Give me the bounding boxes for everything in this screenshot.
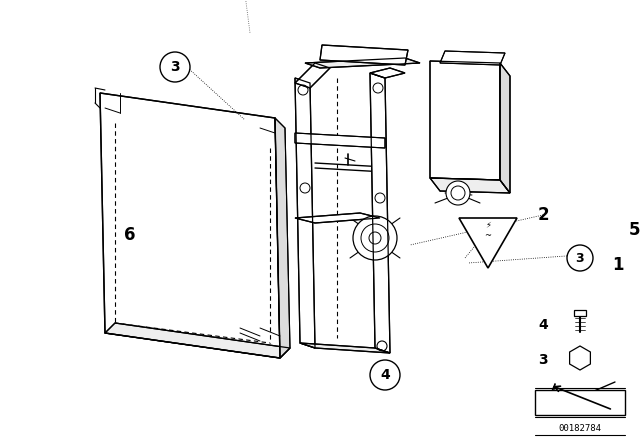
- Polygon shape: [275, 118, 290, 358]
- Text: 3: 3: [576, 251, 584, 264]
- Polygon shape: [570, 346, 590, 370]
- Circle shape: [370, 360, 400, 390]
- Text: 3: 3: [170, 60, 180, 74]
- Polygon shape: [305, 58, 420, 68]
- Text: 4: 4: [538, 318, 548, 332]
- Polygon shape: [535, 390, 625, 415]
- Polygon shape: [320, 45, 408, 65]
- Polygon shape: [574, 310, 586, 316]
- Text: 2: 2: [537, 206, 549, 224]
- Polygon shape: [370, 68, 405, 78]
- Polygon shape: [370, 73, 390, 353]
- Polygon shape: [459, 218, 517, 268]
- Polygon shape: [105, 323, 290, 358]
- Polygon shape: [295, 213, 380, 223]
- Polygon shape: [300, 343, 390, 353]
- Text: 6: 6: [124, 226, 136, 244]
- Text: 1: 1: [612, 256, 624, 274]
- Polygon shape: [440, 51, 505, 65]
- Text: 4: 4: [380, 368, 390, 382]
- Text: 3: 3: [538, 353, 548, 367]
- Polygon shape: [295, 133, 385, 148]
- Polygon shape: [100, 93, 280, 358]
- Text: 5: 5: [629, 221, 640, 239]
- Polygon shape: [430, 61, 500, 180]
- Circle shape: [446, 181, 470, 205]
- Text: 00182784: 00182784: [559, 423, 602, 432]
- Polygon shape: [295, 63, 330, 88]
- Polygon shape: [500, 63, 510, 193]
- Polygon shape: [430, 178, 510, 193]
- Polygon shape: [295, 78, 315, 348]
- Circle shape: [567, 245, 593, 271]
- Circle shape: [160, 52, 190, 82]
- Circle shape: [353, 216, 397, 260]
- Text: ⚡
~: ⚡ ~: [484, 220, 492, 240]
